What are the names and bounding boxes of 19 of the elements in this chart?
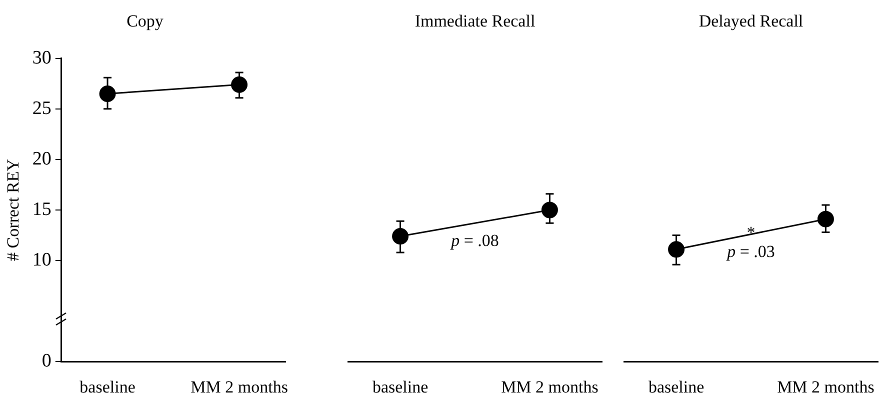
x-tick-label: MM 2 months	[777, 377, 874, 396]
annotation: *	[746, 223, 756, 242]
x-tick-label: MM 2 months	[190, 377, 288, 396]
y-tick-label: 25	[32, 98, 52, 119]
x-tick-label: baseline	[80, 377, 136, 396]
y-axis-title: # Correct REY	[4, 159, 23, 261]
chart-title: Copy	[126, 12, 164, 31]
y-tick-label: 0	[42, 350, 52, 372]
y-tick-label: 20	[32, 148, 52, 170]
annotation: p = .08	[450, 231, 499, 250]
y-tick-label: 30	[32, 47, 52, 68]
y-tick-label: 15	[32, 198, 52, 220]
annotation: p = .03	[726, 242, 775, 262]
x-tick-label: baseline	[648, 377, 704, 396]
x-tick-label: baseline	[372, 377, 428, 396]
chart-title: Delayed Recall	[698, 12, 804, 31]
y-tick-label: 10	[32, 250, 52, 271]
chart-title: Immediate Recall	[414, 12, 536, 31]
x-tick-label: MM 2 months	[501, 377, 598, 396]
